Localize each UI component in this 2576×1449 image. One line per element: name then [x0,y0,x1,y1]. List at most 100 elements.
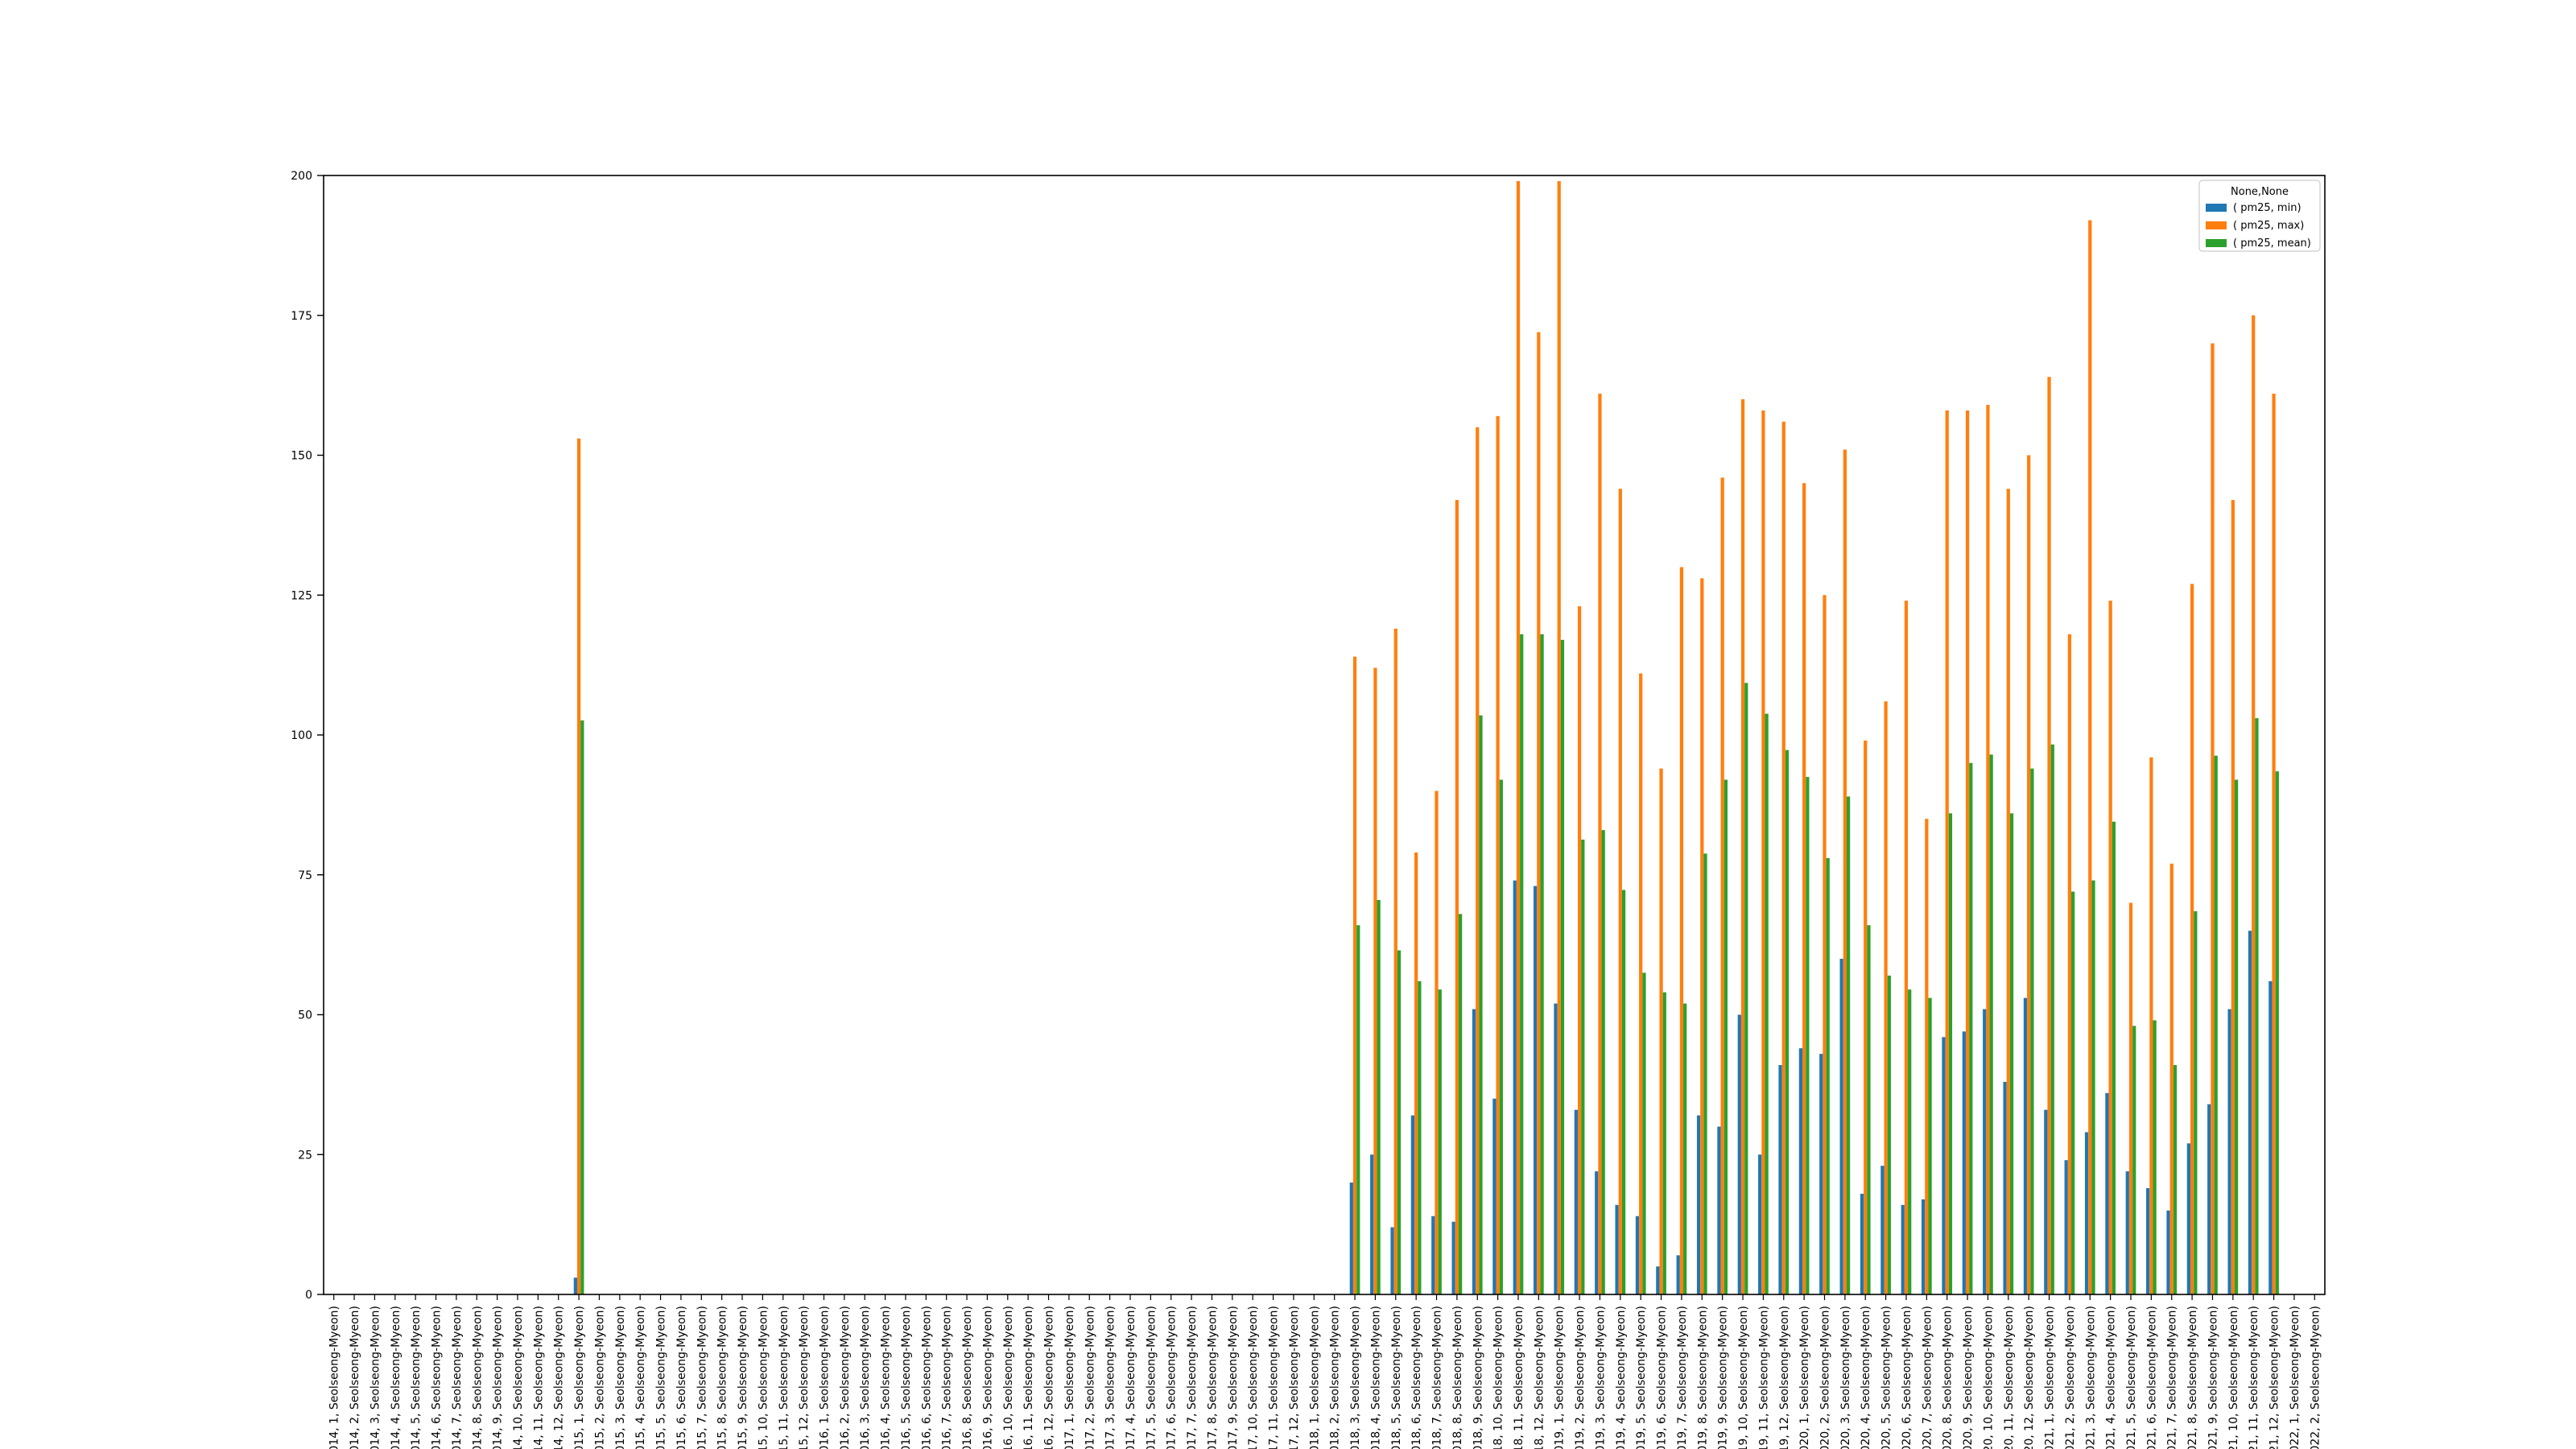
x-tick-label: (2015, 12, Seolseong-Myeon) [798,1306,811,1449]
bar-series-0-95 [2268,980,2273,1294]
x-tick-label: (2015, 7, Seolseong-Myeon) [696,1306,708,1449]
bar-series-1-93 [2231,500,2235,1294]
bar-series-1-92 [2211,343,2215,1294]
x-tick-label: (2016, 7, Seolseong-Myeon) [941,1306,954,1449]
bar-series-1-59 [1537,332,1541,1295]
x-tick-label: (2017, 8, Seolseong-Myeon) [1206,1306,1219,1449]
bar-series-0-82 [2003,1081,2007,1294]
x-tick-label: (2018, 7, Seolseong-Myeon) [1431,1306,1444,1449]
x-tick-label: (2019, 12, Seolseong-Myeon) [1778,1306,1791,1449]
bar-series-2-92 [2214,755,2218,1294]
y-tick-label: 175 [291,310,312,323]
bar-series-0-71 [1778,1065,1782,1294]
x-tick-label: (2018, 10, Seolseong-Myeon) [1492,1306,1505,1449]
x-tick-label: (2019, 10, Seolseong-Myeon) [1737,1306,1750,1449]
bar-series-2-62 [1601,830,1605,1294]
bar-series-2-70 [1765,713,1769,1294]
x-tick-label: (2021, 3, Seolseong-Myeon) [2084,1306,2097,1449]
x-tick-label: (2014, 2, Seolseong-Myeon) [349,1306,361,1449]
bar-series-1-63 [1618,489,1622,1294]
bar-series-2-76 [1887,975,1891,1294]
bar-series-1-95 [2272,394,2276,1294]
y-tick-label: 50 [298,1009,312,1022]
bar-series-2-72 [1806,777,1810,1295]
bar-series-0-94 [2248,931,2252,1294]
bar-series-0-62 [1595,1171,1599,1294]
bar-series-2-84 [2050,744,2054,1294]
bar-series-1-85 [2067,634,2072,1294]
bar-series-0-55 [1451,1221,1455,1294]
bar-series-2-63 [1621,890,1626,1294]
bars-layer [573,180,2279,1295]
x-tick-label: (2020, 3, Seolseong-Myeon) [1839,1306,1852,1449]
x-tick-label: (2017, 2, Seolseong-Myeon) [1084,1306,1096,1449]
x-tick-label: (2016, 3, Seolseong-Myeon) [859,1306,872,1449]
x-tick-label: (2016, 10, Seolseong-Myeon) [1002,1306,1015,1449]
bar-series-1-55 [1455,500,1459,1294]
bar-series-0-76 [1880,1166,1885,1294]
x-tick-label: (2020, 9, Seolseong-Myeon) [1962,1306,1975,1449]
bar-series-2-81 [1989,754,1993,1294]
x-tick-label: (2022, 1, Seolseong-Myeon) [2289,1306,2301,1449]
x-tick-label: (2017, 4, Seolseong-Myeon) [1125,1306,1137,1449]
x-tick-label: (2017, 7, Seolseong-Myeon) [1186,1306,1199,1449]
x-tick-label: (2017, 1, Seolseong-Myeon) [1063,1306,1076,1449]
bar-series-2-86 [2091,880,2095,1294]
bar-series-2-74 [1846,796,1851,1294]
bar-series-1-53 [1414,852,1418,1294]
x-tick-label: (2020, 7, Seolseong-Myeon) [1921,1306,1934,1449]
bar-series-1-69 [1740,399,1745,1294]
x-tick-label: (2016, 5, Seolseong-Myeon) [900,1306,913,1449]
bar-series-2-57 [1499,779,1503,1294]
bar-series-1-52 [1393,628,1397,1294]
legend-swatch-2 [2206,239,2227,247]
x-tick-label: (2014, 4, Seolseong-Myeon) [390,1306,402,1449]
x-tick-label: (2018, 8, Seolseong-Myeon) [1451,1306,1464,1449]
x-tick-label: (2021, 2, Seolseong-Myeon) [2064,1306,2077,1449]
bar-series-1-62 [1598,394,1602,1294]
x-tick-label: (2016, 12, Seolseong-Myeon) [1043,1306,1056,1449]
bar-series-0-53 [1410,1115,1415,1294]
bar-series-0-88 [2125,1171,2129,1294]
x-tick-label: (2020, 11, Seolseong-Myeon) [2003,1306,2016,1449]
bar-series-1-64 [1639,673,1643,1294]
x-tick-label: (2018, 1, Seolseong-Myeon) [1308,1306,1321,1449]
bar-series-0-77 [1901,1204,1905,1294]
bar-series-0-81 [1983,1009,1987,1294]
x-tick-label: (2015, 3, Seolseong-Myeon) [614,1306,627,1449]
x-tick-label: (2020, 12, Seolseong-Myeon) [2023,1306,2036,1449]
bar-series-0-89 [2146,1187,2150,1294]
x-tick-label: (2016, 9, Seolseong-Myeon) [981,1306,994,1449]
legend-box [2198,180,2321,252]
bar-series-2-65 [1662,992,1666,1294]
y-tick-label: 100 [291,729,312,742]
x-tick-label: (2017, 5, Seolseong-Myeon) [1145,1306,1158,1449]
bar-series-0-69 [1737,1014,1741,1294]
y-tick-label: 25 [298,1149,312,1162]
bar-series-2-69 [1744,683,1748,1294]
bar-series-0-51 [1370,1154,1374,1294]
x-tick-label: (2018, 3, Seolseong-Myeon) [1349,1306,1362,1449]
bar-series-1-58 [1516,180,1521,1295]
bar-series-0-74 [1839,959,1843,1294]
x-tick-label: (2018, 2, Seolseong-Myeon) [1329,1306,1342,1449]
bar-series-1-84 [2047,377,2051,1295]
x-tick-label: (2021, 11, Seolseong-Myeon) [2248,1306,2260,1449]
x-tick-label: (2018, 9, Seolseong-Myeon) [1472,1306,1484,1449]
x-tick-label: (2019, 7, Seolseong-Myeon) [1676,1306,1689,1449]
x-tick-label: (2015, 5, Seolseong-Myeon) [655,1306,668,1449]
bar-series-2-58 [1520,634,1524,1294]
bar-series-1-68 [1720,477,1724,1294]
x-tick-label: (2021, 8, Seolseong-Myeon) [2186,1306,2199,1449]
x-axis: (2014, 1, Seolseong-Myeon) (2014, 2, Seol… [328,1294,2322,1449]
bar-series-1-83 [2027,455,2031,1294]
x-tick-label: (2019, 6, Seolseong-Myeon) [1656,1306,1669,1449]
bar-series-2-75 [1867,925,1871,1294]
bar-series-1-94 [2252,315,2256,1294]
bar-series-1-57 [1496,415,1500,1294]
x-tick-label: (2016, 2, Seolseong-Myeon) [839,1306,852,1449]
legend-label-0: ( pm25, min) [2233,202,2301,214]
x-tick-label: (2021, 5, Seolseong-Myeon) [2125,1306,2138,1449]
legend-swatch-1 [2206,221,2227,229]
